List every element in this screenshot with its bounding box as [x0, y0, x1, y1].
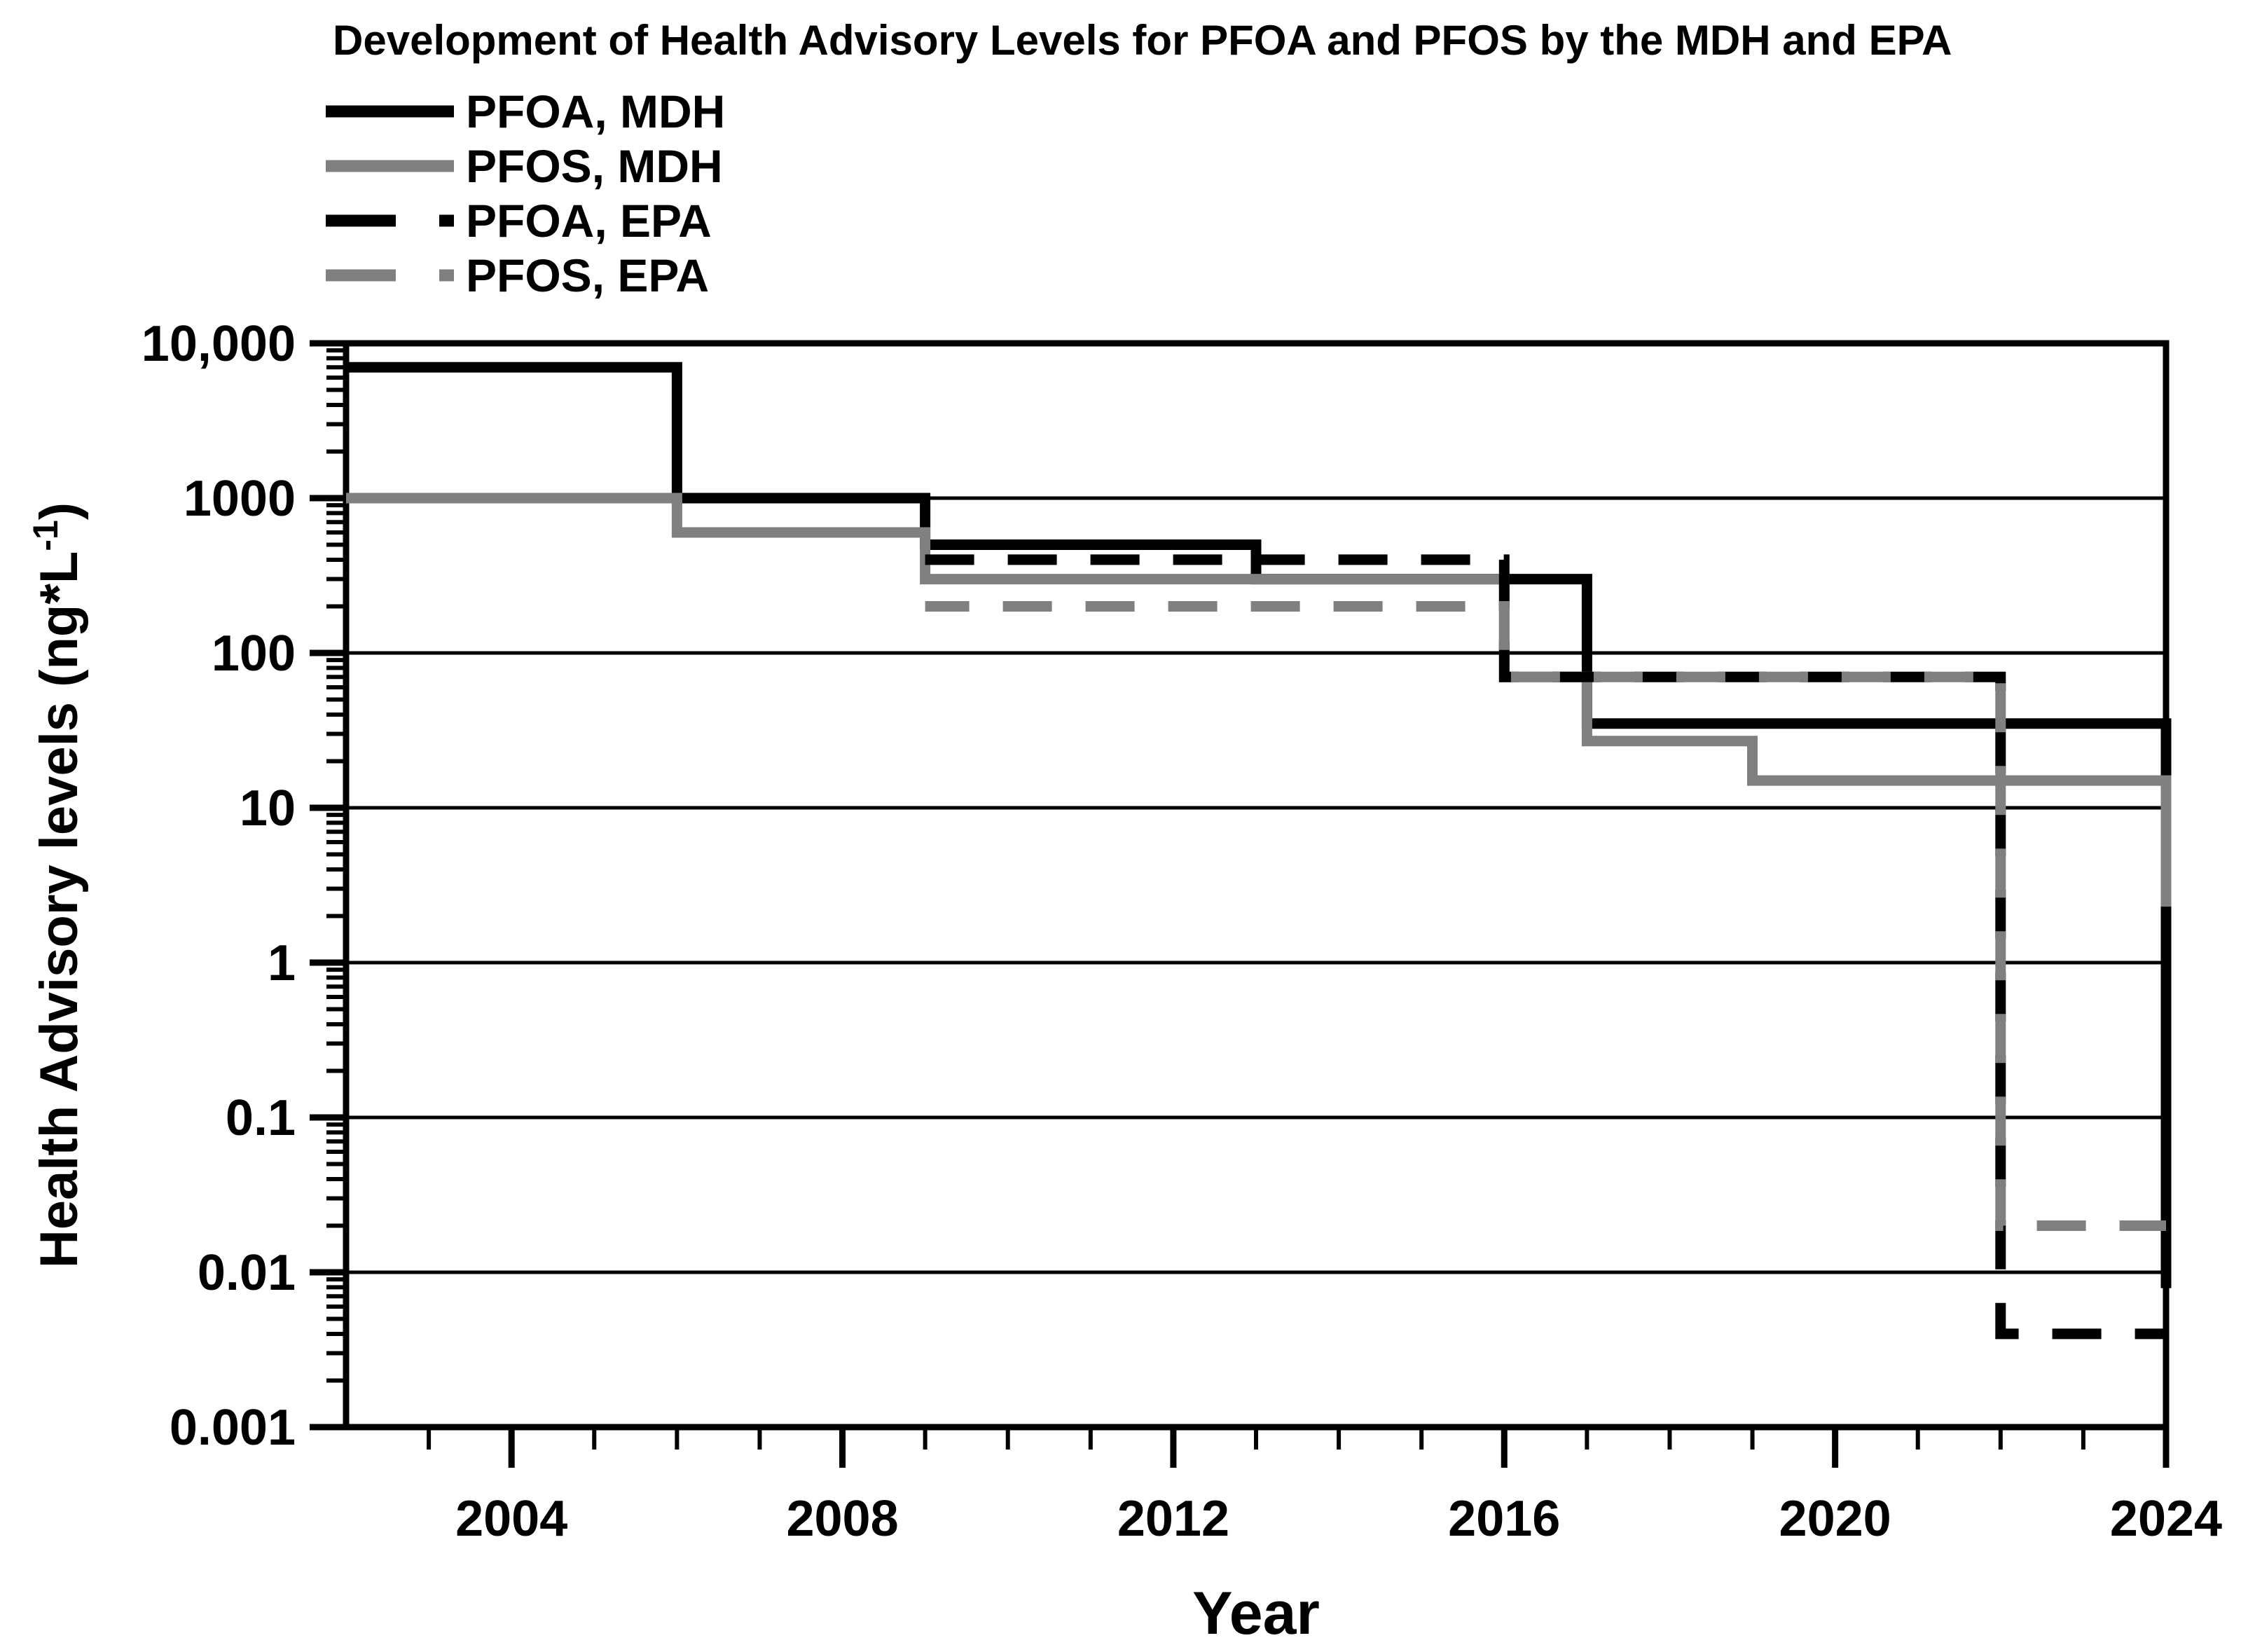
y-tick-label-5: 0.1: [226, 1090, 296, 1146]
y-tick-label-2: 100: [212, 626, 296, 682]
y-axis-title-main: Health Advisory levels (ng*L: [29, 551, 89, 1268]
legend-item-1: PFOS, MDH: [326, 140, 723, 192]
x-tick-label-4: 2020: [1779, 1491, 1891, 1547]
series-line-pfoa-epa: [925, 554, 2166, 1340]
y-axis-title-superscript: -1: [26, 520, 65, 551]
y-tick-label-6: 0.01: [198, 1245, 296, 1301]
y-tick-label-3: 10: [240, 780, 296, 837]
legend-item-0: PFOA, MDH: [326, 85, 725, 137]
legend-item-2: PFOA, EPA: [326, 195, 712, 247]
y-tick-labels: 10,000 1000 100 10 1 0.1 0.01 0.001: [142, 316, 296, 1456]
x-axis-title: Year: [1192, 1580, 1320, 1647]
legend-label-0: PFOA, MDH: [466, 85, 725, 137]
y-axis-title: Health Advisory levels (ng*L-1): [26, 502, 89, 1268]
x-tick-label-0: 2004: [455, 1491, 567, 1547]
legend-label-2: PFOA, EPA: [466, 195, 712, 247]
y-tick-label-7: 0.001: [170, 1400, 296, 1456]
y-axis-title-suffix: ): [29, 502, 89, 520]
chart-title: Development of Health Advisory Levels fo…: [333, 17, 1952, 64]
x-axis-ticks: [427, 1427, 2170, 1468]
legend-item-3: PFOS, EPA: [326, 249, 709, 301]
y-axis-ticks: [310, 340, 346, 1431]
legend-label-3: PFOS, EPA: [466, 249, 709, 301]
series-line-pfoa-mdh: [346, 362, 2172, 1288]
y-tick-label-4: 1: [268, 935, 296, 991]
x-tick-label-2: 2012: [1117, 1491, 1229, 1547]
x-tick-labels: 2004 2008 2012 2016 2020 2024: [455, 1491, 2222, 1547]
y-tick-label-1: 1000: [184, 471, 296, 527]
x-tick-label-5: 2024: [2110, 1491, 2222, 1547]
x-tick-label-1: 2008: [786, 1491, 898, 1547]
legend-label-1: PFOS, MDH: [466, 140, 723, 192]
series-lines: [346, 362, 2172, 1340]
y-tick-label-0: 10,000: [142, 316, 296, 372]
x-tick-label-3: 2016: [1448, 1491, 1560, 1547]
